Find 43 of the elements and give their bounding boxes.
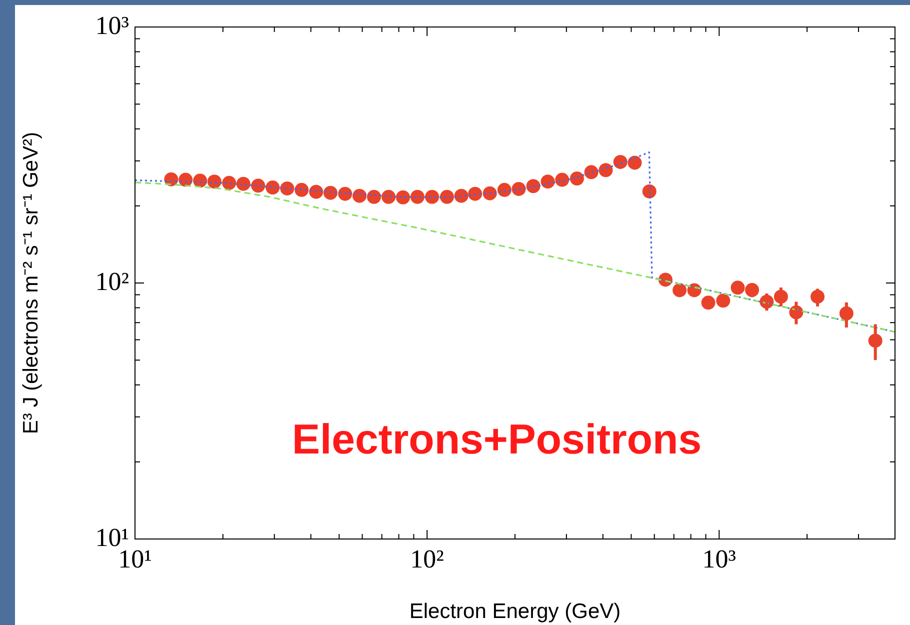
x-tick-label: 10³ [702,544,736,574]
y-tick-label: 10² [95,266,130,296]
point [598,163,613,178]
point [555,172,570,187]
point [701,296,716,310]
point [236,176,250,191]
point [497,182,512,197]
point [266,180,280,195]
point [323,186,338,200]
point [628,156,642,170]
point [338,186,352,201]
point [482,186,497,200]
point [193,174,208,188]
point [382,190,396,204]
point [251,178,266,193]
point [540,174,555,189]
x-tick-label: 10² [410,544,444,574]
point [280,181,294,196]
x-axis-title: Electron Energy (GeV) [409,600,621,624]
point [294,182,309,197]
point [468,186,482,201]
point [366,190,381,204]
point [222,176,236,190]
point [642,184,656,198]
point [526,179,540,194]
point [425,190,440,204]
point [716,294,730,308]
y-tick-label: 10³ [95,10,130,40]
point [570,171,584,186]
point [410,190,424,204]
point [440,190,454,204]
point [454,188,468,203]
point [584,165,598,180]
point [613,154,628,169]
y-axis-title: E³ J (electrons m⁻² s⁻¹ sr⁻¹ GeV²) [19,132,42,434]
point [512,182,526,196]
point [352,188,366,203]
point [309,184,324,199]
annotation: Electrons+Positrons [292,415,702,462]
x-tick-label: 10¹ [118,544,152,574]
point [396,190,410,204]
point [207,174,222,189]
point [672,283,687,298]
